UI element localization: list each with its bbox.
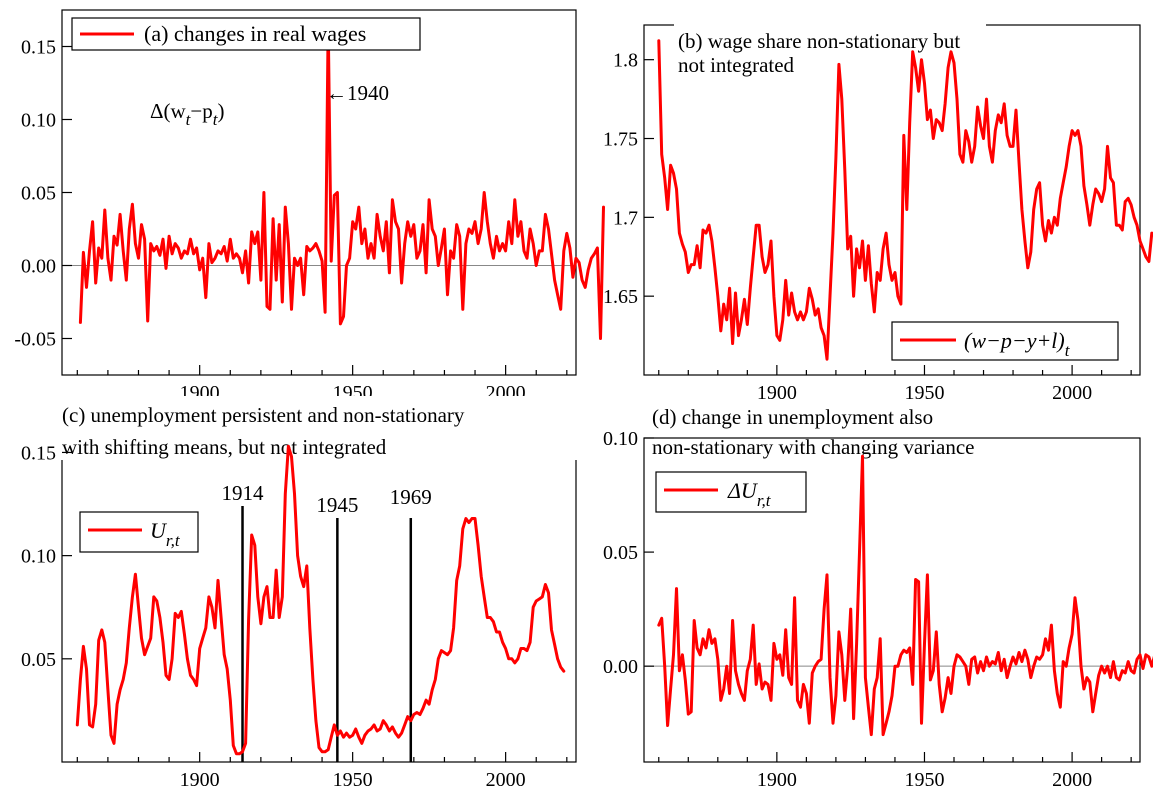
panel-b-legend-label-sub: t bbox=[1065, 341, 1071, 360]
panel-a-legend: (a) changes in real wages bbox=[71, 17, 421, 51]
panel-d-legend: ΔUr,t bbox=[655, 471, 807, 513]
panel-d-frame bbox=[643, 437, 1141, 763]
panel-c-vline-label-1914: 1914 bbox=[222, 481, 265, 505]
panel-c-legend-label-sub: r,t bbox=[166, 531, 181, 550]
panel-c-xticks: 1900 1950 2000 bbox=[76, 752, 568, 788]
panel-a-ytick-label: 0.00 bbox=[21, 256, 56, 278]
panel-a-ytick-label: 0.10 bbox=[21, 110, 56, 132]
panel-a-frame bbox=[61, 9, 577, 376]
panel-c-legend-box bbox=[79, 511, 199, 553]
panel-c-vline-label-1969: 1969 bbox=[390, 485, 432, 509]
panel-a-delta-annotation: Δ(wt−pt) bbox=[150, 99, 224, 129]
panel-b-ytick-label: 1.8 bbox=[613, 50, 638, 72]
panel-a-1940-annotation: ←1940 bbox=[326, 81, 389, 105]
panel-a: -0.050.000.050.100.15 1900 1950 2000 (a) c… bbox=[14, 9, 605, 404]
panel-c: (c) unemployment persistent and non-stat… bbox=[21, 396, 580, 788]
panel-b-xticks: 1900 1950 2000 bbox=[658, 365, 1132, 404]
panel-b-xtick-label: 1900 bbox=[757, 382, 797, 404]
panel-d-legend-label-main: ΔU bbox=[727, 478, 759, 503]
panel-d-ytick-label: 0.10 bbox=[603, 428, 638, 450]
panel-a-delta-annotation-rest: −p bbox=[190, 99, 212, 123]
panel-b-title-mask bbox=[674, 22, 986, 78]
panel-d-yticks: 0.00 0.05 0.10 bbox=[603, 428, 654, 678]
panel-d-legend-box bbox=[655, 471, 807, 513]
panel-a-delta-annotation-sub2: t bbox=[213, 110, 219, 129]
panel-d-title-mask bbox=[650, 402, 920, 430]
panel-b-xtick-label: 1950 bbox=[904, 382, 944, 404]
panel-d-title-line-1: (d) change in unemployment also bbox=[652, 405, 933, 429]
panel-a-yticks: -0.05 0.00 0.05 0.10 0.15 bbox=[14, 37, 72, 351]
panel-b-ytick-label: 1.65 bbox=[603, 286, 638, 308]
panel-a-delta-annotation-sub: t bbox=[186, 110, 192, 129]
panel-a-ytick-label: 0.15 bbox=[21, 37, 56, 59]
panel-a-series-line bbox=[78, 20, 605, 340]
panel-d-ytick-label: 0.00 bbox=[603, 656, 638, 678]
panel-d-ytick-label: 0.05 bbox=[603, 542, 638, 564]
panel-b-yticks: 1.65 1.7 1.75 1.8 bbox=[603, 50, 654, 308]
panel-c-vline-label-1945: 1945 bbox=[316, 493, 358, 517]
panel-d-xtick-label: 1950 bbox=[904, 769, 944, 788]
panel-b-ytick-label: 1.7 bbox=[613, 207, 638, 229]
panel-c-ytick-label: 0.15 bbox=[21, 442, 56, 464]
panel-b-title-line-2: not integrated bbox=[678, 53, 795, 77]
panel-a-delta-annotation-close: ) bbox=[217, 99, 224, 123]
panel-d-title-line-2: non-stationary with changing variance bbox=[652, 435, 974, 459]
panel-d-series-line bbox=[657, 454, 1153, 737]
panel-d-xtick-label: 1900 bbox=[757, 769, 797, 788]
panel-c-title-line-1: (c) unemployment persistent and non-stat… bbox=[62, 403, 465, 427]
panel-c-vlines: 1914 1945 1969 bbox=[222, 481, 432, 762]
panel-c-ytick-label: 0.05 bbox=[21, 649, 56, 671]
panel-c-legend-label: Ur,t bbox=[150, 518, 181, 550]
panel-c-legend-label-main: U bbox=[150, 518, 168, 543]
panel-a-ytick-label: -0.05 bbox=[14, 329, 56, 351]
panel-d: (d) change in unemployment also non-stat… bbox=[603, 402, 1153, 788]
panel-a-legend-label: (a) changes in real wages bbox=[144, 21, 366, 46]
panel-d-legend-label: ΔUr,t bbox=[727, 478, 772, 510]
panel-b-xtick-label: 2000 bbox=[1052, 382, 1092, 404]
panel-b-legend: (w−p−y+l)t bbox=[891, 321, 1119, 361]
panel-b: (b) wage share non-stationary but not in… bbox=[603, 22, 1153, 404]
panel-d-xticks: 1900 1950 2000 bbox=[658, 752, 1132, 788]
panel-c-xtick-label: 1900 bbox=[180, 769, 220, 788]
panel-b-ytick-label: 1.75 bbox=[603, 129, 638, 151]
panel-a-delta-annotation-main: Δ(w bbox=[150, 99, 186, 123]
panel-d-xtick-label: 2000 bbox=[1052, 769, 1092, 788]
panel-d-legend-label-sub: r,t bbox=[757, 491, 772, 510]
panel-c-yticks: 0.05 0.10 0.15 bbox=[21, 442, 72, 671]
panel-c-title-mask bbox=[58, 396, 580, 460]
panel-c-legend: Ur,t bbox=[79, 511, 199, 553]
panel-c-title-line-2: with shifting means, but not integrated bbox=[62, 435, 387, 459]
panel-c-xtick-label: 1950 bbox=[333, 769, 373, 788]
panel-c-xtick-label: 2000 bbox=[486, 769, 526, 788]
panel-b-legend-label-main: (w−p−y+l) bbox=[964, 328, 1065, 353]
panel-a-ytick-label: 0.05 bbox=[21, 183, 56, 205]
panel-b-legend-label: (w−p−y+l)t bbox=[964, 328, 1071, 360]
panel-b-title-line-1: (b) wage share non-stationary but bbox=[678, 29, 960, 53]
panel-b-series-line bbox=[657, 39, 1153, 361]
panel-c-series-line bbox=[75, 444, 566, 756]
panel-c-ytick-label: 0.10 bbox=[21, 546, 56, 568]
